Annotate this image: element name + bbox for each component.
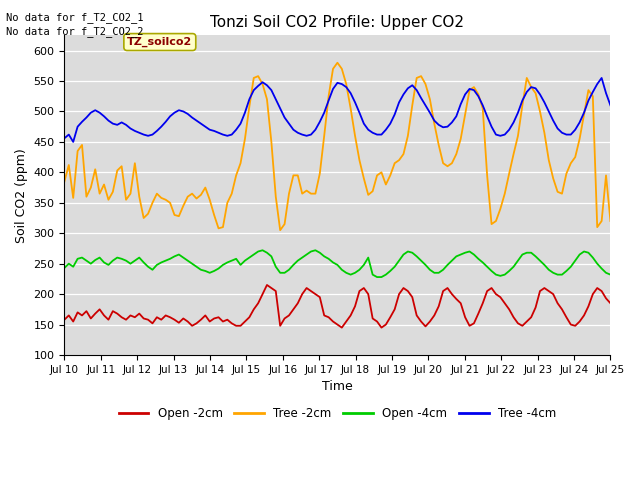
Title: Tonzi Soil CO2 Profile: Upper CO2: Tonzi Soil CO2 Profile: Upper CO2 bbox=[211, 15, 465, 30]
Y-axis label: Soil CO2 (ppm): Soil CO2 (ppm) bbox=[15, 148, 28, 242]
X-axis label: Time: Time bbox=[322, 380, 353, 393]
Legend: Open -2cm, Tree -2cm, Open -4cm, Tree -4cm: Open -2cm, Tree -2cm, Open -4cm, Tree -4… bbox=[114, 402, 561, 425]
Text: No data for f_T2_CO2_1: No data for f_T2_CO2_1 bbox=[6, 12, 144, 23]
Text: TZ_soilco2: TZ_soilco2 bbox=[127, 37, 193, 47]
Text: No data for f_T2_CO2_2: No data for f_T2_CO2_2 bbox=[6, 26, 144, 37]
